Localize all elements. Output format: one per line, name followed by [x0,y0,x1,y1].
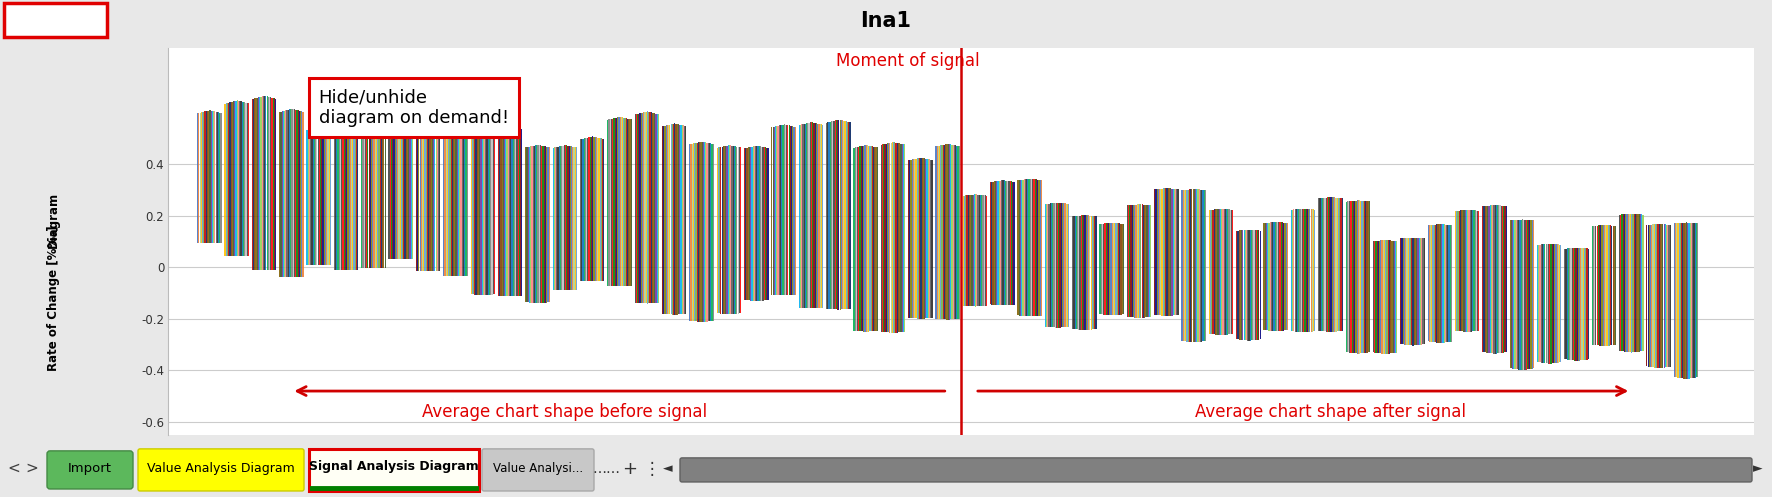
Text: Hide / Unhide: Hide / Unhide [14,15,97,25]
FancyBboxPatch shape [482,449,594,491]
Text: Signal Analysis Diagram: Signal Analysis Diagram [308,460,478,474]
Text: Hide/unhide
diagram on demand!: Hide/unhide diagram on demand! [319,88,509,127]
Text: ◄: ◄ [663,462,673,476]
Text: Diagram: Diagram [46,191,60,248]
FancyBboxPatch shape [48,451,133,489]
Text: Import: Import [67,462,112,476]
Text: Value Analysi...: Value Analysi... [493,462,583,476]
Text: ⋮: ⋮ [643,460,661,478]
FancyBboxPatch shape [5,3,106,37]
Text: Average chart shape before signal: Average chart shape before signal [422,403,707,420]
Text: Moment of signal: Moment of signal [836,52,980,70]
FancyBboxPatch shape [680,458,1753,482]
Text: >: > [25,460,39,476]
Text: Average chart shape after signal: Average chart shape after signal [1194,403,1465,420]
Text: +: + [622,460,638,478]
Text: Rate of Change [%‰]: Rate of Change [%‰] [46,225,60,371]
Text: ►: ► [1753,462,1763,476]
Text: Ina1: Ina1 [861,11,911,31]
Text: Value Analysis Diagram: Value Analysis Diagram [147,462,294,476]
Text: <: < [7,460,19,476]
FancyBboxPatch shape [308,449,478,491]
Text: ……: …… [592,462,620,476]
FancyBboxPatch shape [138,449,305,491]
